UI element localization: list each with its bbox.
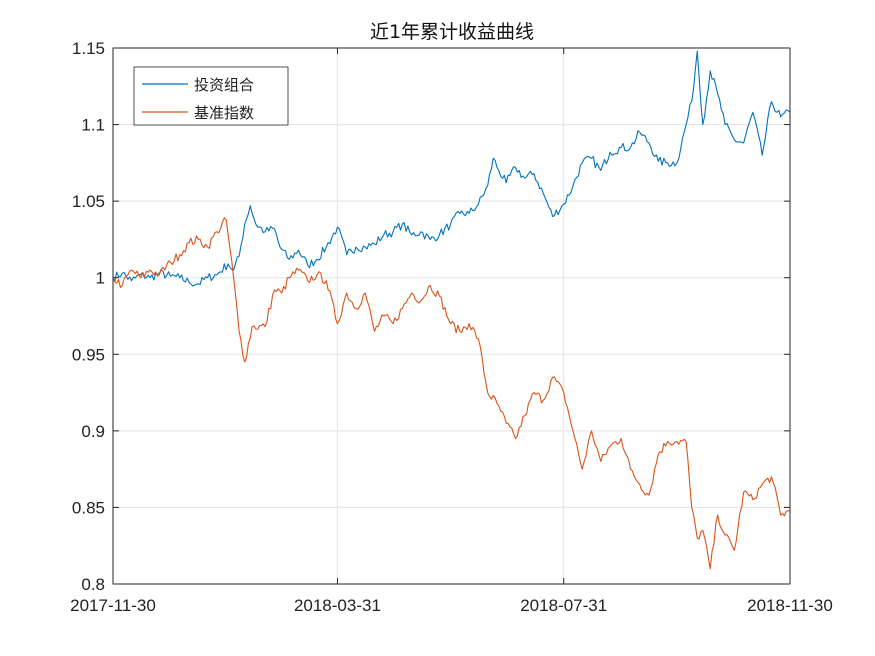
y-tick-label: 1.1 [81, 116, 105, 135]
x-tick-label: 2017-11-30 [70, 596, 156, 615]
x-tick-label: 2018-03-31 [294, 596, 381, 615]
series-line-benchmark [112, 217, 791, 570]
legend-label-portfolio: 投资组合 [194, 76, 254, 94]
chart-title: 近1年累计收益曲线 [370, 21, 534, 43]
legend-box [133, 66, 289, 126]
y-tick-label: 1.15 [72, 39, 105, 58]
plot-frame [112, 47, 791, 585]
axes: 0.8 0.85 0.9 0.95 1 1.05 1.1 1.15 2017-11-30 2018… [70, 39, 833, 615]
series-line-portfolio [112, 50, 791, 287]
x-tick-label: 2018-11-30 [747, 596, 833, 615]
x-tick-label: 2018-07-31 [520, 596, 607, 615]
legend-label-benchmark: 基准指数 [194, 104, 254, 122]
y-tick-label: 0.8 [81, 575, 105, 594]
y-tick-label: 0.95 [72, 345, 105, 364]
legend: 投资组合 基准指数 [133, 66, 289, 126]
y-tick-label: 0.85 [72, 498, 105, 517]
y-tick-label: 1.05 [72, 192, 105, 211]
y-tick-label: 1 [96, 269, 105, 288]
series-lines [112, 50, 791, 570]
y-tick-label: 0.9 [81, 422, 105, 441]
